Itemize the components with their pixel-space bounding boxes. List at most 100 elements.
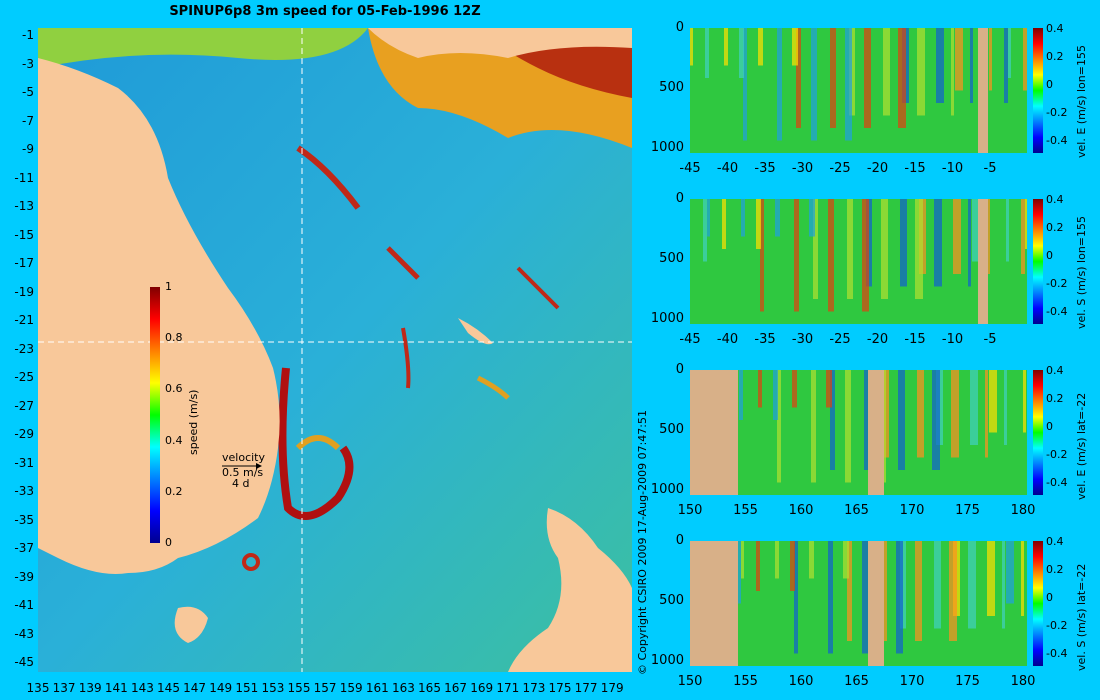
section-streak <box>811 370 816 483</box>
section-streak <box>864 28 871 128</box>
section-depth-tick: 1000 <box>650 653 684 668</box>
section-colorbar-tick: -0.4 <box>1046 647 1068 660</box>
section-x-tick: -45 <box>679 161 701 176</box>
section-depth-tick: 1000 <box>650 140 684 155</box>
longitude-tick-label: 141 <box>104 681 128 695</box>
section-streak <box>1008 28 1011 78</box>
section-streak <box>949 541 957 641</box>
latitude-tick-label: -15 <box>14 227 34 242</box>
section-streak <box>811 28 817 141</box>
eddy-streak <box>295 435 341 451</box>
latitude-tick-label: -39 <box>14 569 34 584</box>
section-streak <box>758 28 763 66</box>
latitude-tick-label: -11 <box>14 170 34 185</box>
longitude-tick-label: 171 <box>496 681 520 695</box>
section-streak <box>739 28 744 78</box>
latitude-tick-label: -17 <box>14 256 34 270</box>
section-streak <box>898 370 905 470</box>
map-title: SPINUP6p8 3m speed for 05-Feb-1996 12Z <box>169 4 481 19</box>
section-streak <box>775 199 780 237</box>
section-streak <box>955 28 963 91</box>
section-streak <box>1023 28 1027 91</box>
colorbar-tick-label: 0 <box>165 536 172 549</box>
section-streak <box>792 370 797 408</box>
latitude-tick-label: -5 <box>22 85 34 99</box>
section-streak <box>792 28 798 66</box>
section-streak <box>970 370 978 445</box>
section-x-tick: -35 <box>754 332 776 347</box>
longitude-tick-label: 167 <box>444 681 468 695</box>
section-x-tick: -35 <box>754 161 776 176</box>
section-streak <box>896 541 903 654</box>
section-x-tick: 170 <box>899 674 925 689</box>
longitude-tick-label: 135 <box>26 681 50 695</box>
section-streak <box>703 199 707 262</box>
east-australian-current <box>278 367 354 520</box>
section-streak <box>951 28 954 116</box>
latitude-tick-label: -35 <box>14 512 34 527</box>
section-depth-tick: 500 <box>659 251 684 266</box>
section-streak <box>989 28 992 91</box>
section-streak <box>951 370 959 458</box>
section-label: vel. E (m/s) lat=-22 <box>1075 392 1088 500</box>
section-streak <box>936 28 944 103</box>
section-streak <box>809 541 814 579</box>
section-colorbar-tick: -0.2 <box>1046 277 1068 290</box>
latitude-tick-label: -3 <box>22 56 34 71</box>
latitude-tick-label: -1 <box>22 28 34 42</box>
section-plot-p2 <box>690 199 1027 324</box>
section-plot-p3 <box>690 370 1027 495</box>
latitude-tick-label: -31 <box>14 455 34 470</box>
section-streak <box>830 370 835 470</box>
section-colorbar-tick: -0.4 <box>1046 134 1068 147</box>
section-streak <box>809 199 815 237</box>
longitude-tick-label: 175 <box>548 681 572 695</box>
section-streak <box>862 199 869 312</box>
section-streak <box>847 199 853 299</box>
section-streak <box>826 370 832 408</box>
section-streak <box>845 370 851 483</box>
section-streak <box>794 199 799 312</box>
eddy-streak <box>296 145 361 210</box>
latitude-tick-label: -13 <box>14 199 34 213</box>
section-streak <box>724 28 728 66</box>
section-streak <box>775 541 779 579</box>
eddy-streak <box>386 246 420 280</box>
section-colorbar-tick: 0 <box>1046 78 1053 91</box>
speed-colorbar <box>150 287 160 543</box>
longitude-tick-label: 151 <box>235 681 259 695</box>
section-streak <box>756 199 761 249</box>
section-colorbar-tick: 0.2 <box>1046 392 1064 405</box>
longitude-tick-label: 165 <box>418 681 441 695</box>
section-streak <box>773 370 778 420</box>
section-colorbar-tick: -0.2 <box>1046 619 1068 632</box>
section-streak <box>864 370 870 470</box>
latitude-tick-label: -45 <box>14 655 34 669</box>
section-depth-tick: 500 <box>659 80 684 95</box>
section-streak <box>1021 541 1024 616</box>
section-depth-tick: 0 <box>675 20 684 35</box>
latitude-tick-label: -19 <box>14 284 34 299</box>
section-x-tick: -20 <box>866 161 889 176</box>
section-label: vel. S (m/s) lon=155 <box>1075 215 1088 329</box>
colorbar-tick-label: 0.2 <box>165 484 183 498</box>
longitude-tick-label: 143 <box>130 681 154 695</box>
section-streak <box>917 28 925 116</box>
latitude-tick-label: -37 <box>14 541 34 555</box>
section-streak <box>843 541 849 579</box>
section-streak <box>756 541 760 591</box>
section-x-tick: -40 <box>716 161 739 176</box>
section-streak <box>707 199 710 237</box>
section-streak <box>1023 370 1026 433</box>
section-streak <box>722 199 726 249</box>
section-streak <box>741 199 745 237</box>
section-streak <box>898 28 906 128</box>
section-x-tick: 165 <box>844 674 869 689</box>
section-x-tick: 155 <box>733 503 758 518</box>
section-streak <box>985 370 988 458</box>
section-colorbar-tick: 0 <box>1046 591 1053 604</box>
section-x-tick: -10 <box>941 332 964 347</box>
section-land-mask <box>868 541 884 666</box>
latitude-tick-label: -29 <box>14 427 34 441</box>
latitude-tick-label: -23 <box>14 341 34 356</box>
